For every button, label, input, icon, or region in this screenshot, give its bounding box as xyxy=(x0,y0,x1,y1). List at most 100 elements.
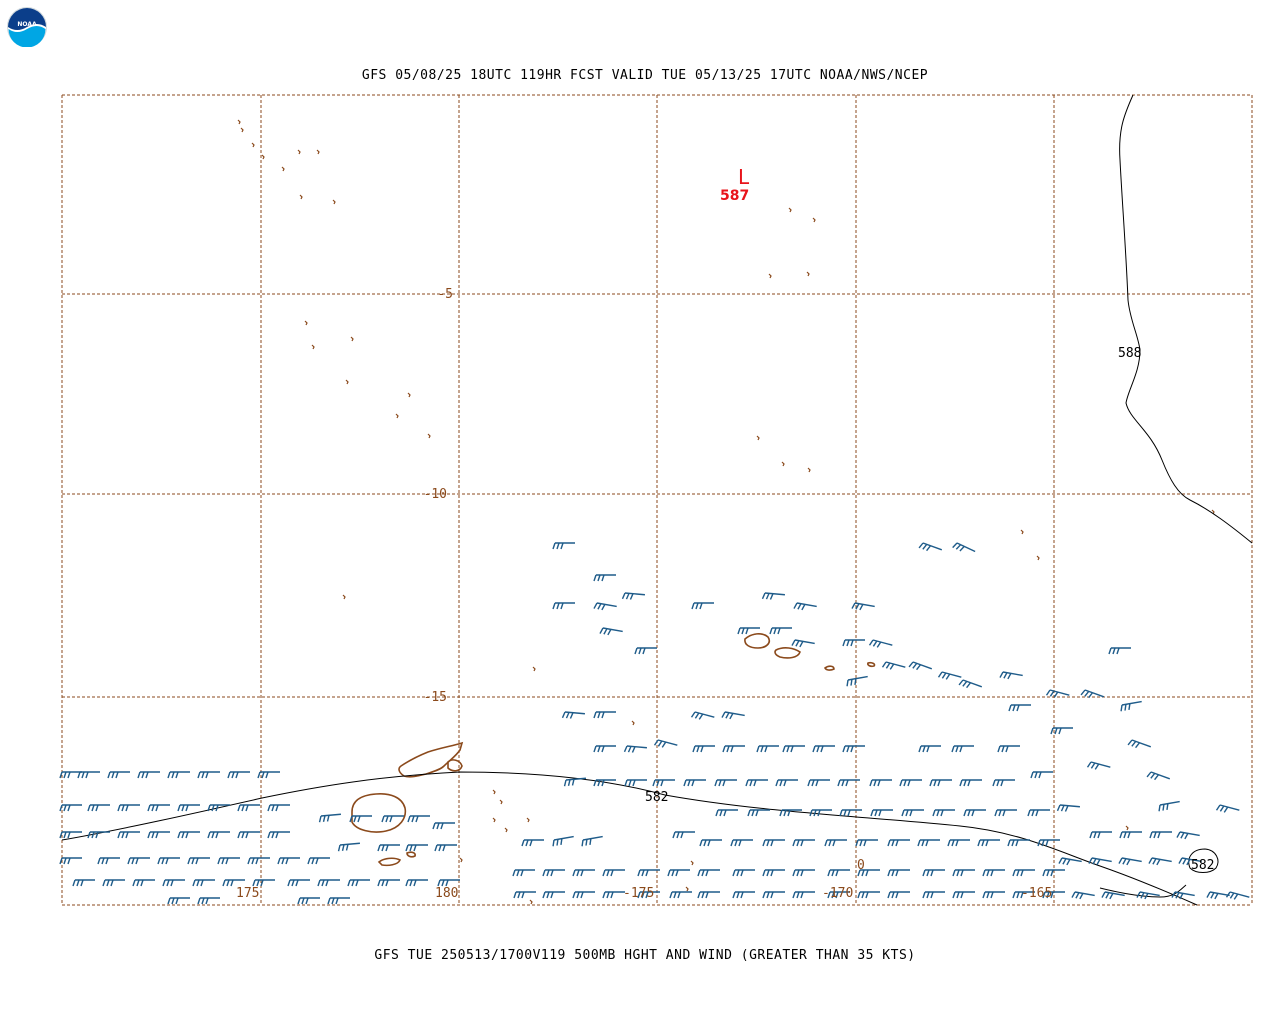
wind-barb-icon xyxy=(1012,869,1035,877)
wind-barb-icon xyxy=(747,809,770,817)
map-labels: -5 -10 -15 175 180 -175 -170 -165 588 58… xyxy=(236,165,1214,901)
wind-barb-icon xyxy=(697,869,720,877)
island-coastline xyxy=(377,857,402,867)
wind-barb-icon xyxy=(779,809,802,817)
wind-barb-icon xyxy=(824,839,847,847)
wind-barb-icon xyxy=(792,891,815,899)
wind-barb-icon xyxy=(552,602,575,610)
wind-barb-icon xyxy=(745,779,768,787)
low-pressure-value: 587 xyxy=(720,188,749,204)
wind-barb-icon xyxy=(77,771,100,779)
wind-barb-icon xyxy=(593,745,616,753)
wind-barb-icon xyxy=(59,857,82,865)
lon-label: -175 xyxy=(623,886,654,901)
wind-barb-icon xyxy=(1037,839,1060,847)
contour-label-582: 582 xyxy=(645,790,668,805)
island-coastline xyxy=(631,720,635,726)
wind-barb-icon xyxy=(637,891,660,899)
wind-barb-icon xyxy=(572,891,595,899)
wind-barb-icon xyxy=(809,809,832,817)
lon-label: -165 xyxy=(1021,886,1052,901)
wind-barb-icon xyxy=(887,891,910,899)
island-coastline xyxy=(350,336,354,342)
wind-barb-icon xyxy=(732,891,755,899)
island-coastline xyxy=(316,149,320,155)
wind-barb-icon xyxy=(1206,891,1230,900)
wind-barb-icon xyxy=(722,745,745,753)
wind-barb-icon xyxy=(669,891,692,899)
wind-barb-icon xyxy=(857,891,880,899)
island-coastline xyxy=(807,467,811,473)
wind-barb-icon xyxy=(377,844,400,852)
wind-barb-icon xyxy=(552,835,574,847)
wind-barb-icon xyxy=(951,745,974,753)
wind-barb-icon xyxy=(137,771,160,779)
island-coastline xyxy=(823,665,835,671)
island-coastline xyxy=(345,379,349,385)
wind-barb-icon xyxy=(552,542,575,550)
island-coastline xyxy=(532,666,536,672)
wind-barb-icon xyxy=(197,771,220,779)
wind-barb-icon xyxy=(917,839,940,847)
wind-barb-icon xyxy=(762,839,785,847)
wind-barb-icon xyxy=(761,592,785,600)
wind-barb-icon xyxy=(561,711,585,719)
height-contour xyxy=(1099,884,1187,898)
height-contour xyxy=(1188,848,1219,873)
wind-barb-icon xyxy=(782,745,805,753)
island-coastline xyxy=(304,320,308,326)
wind-barb-icon xyxy=(929,779,952,787)
wind-barb-icon xyxy=(1158,800,1180,812)
wind-barb-icon xyxy=(287,879,310,887)
wind-barb-icon xyxy=(513,891,536,899)
wind-barb-icon xyxy=(699,839,722,847)
wind-barb-icon xyxy=(318,813,341,823)
wind-barb-icon xyxy=(1056,804,1080,812)
island-coastline xyxy=(690,860,694,866)
wind-barb-icon xyxy=(918,542,943,552)
island-coastline xyxy=(299,194,303,200)
wind-barb-icon xyxy=(147,804,170,812)
wind-barb-icon xyxy=(1178,857,1202,866)
island-coastline xyxy=(297,149,301,155)
wind-barb-icon xyxy=(581,835,603,847)
wind-barb-icon xyxy=(297,897,320,905)
wind-barb-icon xyxy=(1086,761,1111,770)
wind-barb-icon xyxy=(192,879,215,887)
wind-barb-icon xyxy=(1042,869,1065,877)
wind-barb-icon xyxy=(1136,891,1160,900)
wind-barb-icon xyxy=(1149,831,1172,839)
wind-barb-icon xyxy=(634,647,657,655)
island-coastline xyxy=(1125,825,1129,831)
wind-barb-icon xyxy=(87,831,110,839)
wind-barb-icon xyxy=(593,711,616,719)
wind-barb-icon xyxy=(1108,647,1131,655)
wind-barb-icon xyxy=(714,779,737,787)
island-coastline xyxy=(240,127,244,133)
wind-barb-icon xyxy=(982,869,1005,877)
wind-barb-icon xyxy=(683,779,706,787)
wind-barb-icon xyxy=(999,671,1023,680)
wind-barb-icon xyxy=(1101,891,1125,900)
wind-barbs xyxy=(59,542,1250,905)
wind-barb-icon xyxy=(87,804,110,812)
wind-barb-icon xyxy=(327,897,350,905)
wind-barb-icon xyxy=(869,779,892,787)
wind-barb-icon xyxy=(922,869,945,877)
wind-barb-icon xyxy=(1215,804,1240,813)
wind-barb-icon xyxy=(623,745,647,753)
island-coastlines xyxy=(237,119,1215,905)
wind-barb-icon xyxy=(381,815,404,823)
wind-barb-icon xyxy=(102,879,125,887)
wind-barb-icon xyxy=(1225,891,1250,900)
wind-barb-icon xyxy=(857,869,880,877)
wind-barb-icon xyxy=(846,675,868,687)
island-coastline xyxy=(806,271,810,277)
wind-barb-icon xyxy=(157,857,180,865)
contour-label-588: 588 xyxy=(1118,346,1141,361)
wind-barb-icon xyxy=(599,627,623,636)
island-coastline xyxy=(251,142,255,148)
island-coastline xyxy=(781,461,785,467)
island-coastline xyxy=(261,154,265,160)
